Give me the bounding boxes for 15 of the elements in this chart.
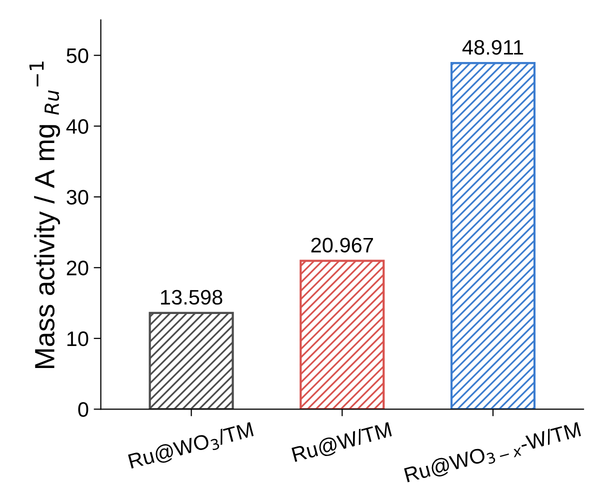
bar (450, 62, 536, 410)
x-tick-label: Ru@WO$_{3−x}$-W/TM (404, 421, 582, 486)
data-label: 13.598 (161, 290, 222, 305)
data-label: 48.911 (462, 40, 524, 55)
y-tick-label: 50 (66, 48, 88, 64)
y-tick-label: 20 (66, 260, 88, 276)
y-tick-label: 10 (67, 331, 88, 346)
x-tick-label: Ru@WO$_{3}$/TM (128, 421, 255, 472)
y-axis-title: Mass activity / A mg $_{Ru}$$^{−1}$ (29, 62, 60, 368)
y-tick-label: 40 (66, 119, 88, 134)
data-label: 20.967 (311, 238, 373, 253)
bar (300, 260, 385, 410)
y-tick-label: 0 (78, 402, 88, 417)
y-tick-label: 30 (66, 190, 88, 205)
bar (148, 312, 234, 410)
